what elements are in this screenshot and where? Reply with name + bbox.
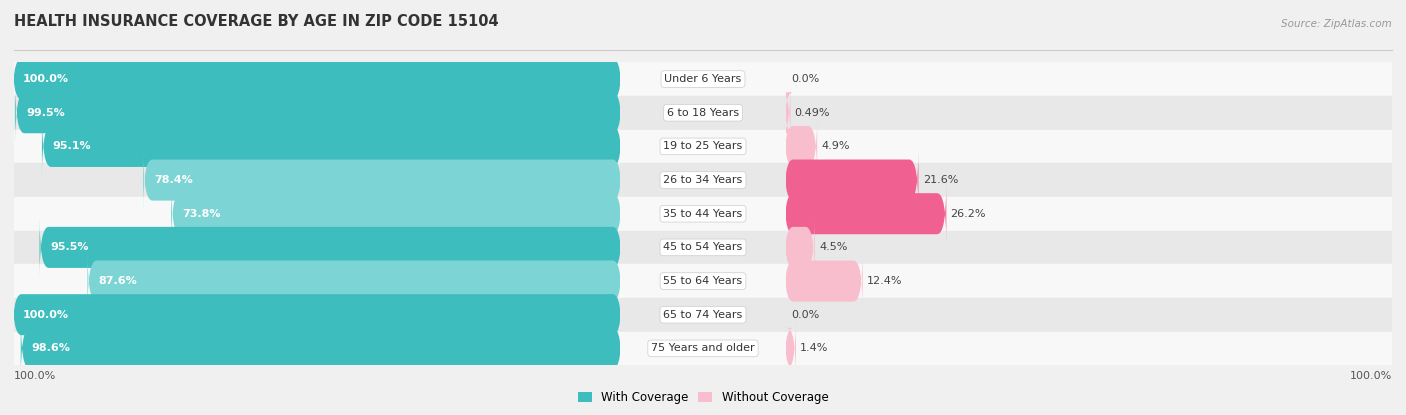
Text: 0.0%: 0.0% — [792, 74, 820, 84]
Text: 12.4%: 12.4% — [868, 276, 903, 286]
Bar — [620, 332, 786, 365]
Bar — [620, 264, 786, 298]
Text: 35 to 44 Years: 35 to 44 Years — [664, 209, 742, 219]
Text: 19 to 25 Years: 19 to 25 Years — [664, 142, 742, 151]
Text: 1.4%: 1.4% — [800, 343, 828, 353]
FancyBboxPatch shape — [21, 318, 621, 378]
Text: 21.6%: 21.6% — [922, 175, 957, 185]
Text: 100.0%: 100.0% — [22, 310, 69, 320]
Bar — [14, 231, 620, 264]
FancyBboxPatch shape — [785, 217, 814, 277]
Bar — [786, 129, 1392, 163]
FancyBboxPatch shape — [172, 184, 621, 244]
Text: 4.5%: 4.5% — [820, 242, 848, 252]
FancyBboxPatch shape — [87, 251, 621, 311]
Bar — [620, 129, 786, 163]
FancyBboxPatch shape — [143, 150, 621, 210]
Text: Under 6 Years: Under 6 Years — [665, 74, 741, 84]
FancyBboxPatch shape — [39, 217, 621, 277]
Bar — [620, 62, 786, 96]
Bar — [786, 197, 1392, 231]
FancyBboxPatch shape — [13, 49, 621, 109]
Text: 73.8%: 73.8% — [181, 209, 221, 219]
Bar — [14, 129, 620, 163]
FancyBboxPatch shape — [782, 83, 793, 143]
Text: 26.2%: 26.2% — [950, 209, 986, 219]
Bar — [786, 332, 1392, 365]
Bar — [786, 231, 1392, 264]
Text: 6 to 18 Years: 6 to 18 Years — [666, 108, 740, 118]
FancyBboxPatch shape — [13, 285, 621, 345]
FancyBboxPatch shape — [785, 150, 918, 210]
FancyBboxPatch shape — [785, 251, 863, 311]
Text: 26 to 34 Years: 26 to 34 Years — [664, 175, 742, 185]
Legend: With Coverage, Without Coverage: With Coverage, Without Coverage — [572, 387, 834, 409]
Text: 78.4%: 78.4% — [155, 175, 193, 185]
Text: 87.6%: 87.6% — [98, 276, 136, 286]
Text: 0.49%: 0.49% — [794, 108, 830, 118]
FancyBboxPatch shape — [785, 184, 946, 244]
Bar — [786, 62, 1392, 96]
Text: 0.0%: 0.0% — [792, 310, 820, 320]
Text: 65 to 74 Years: 65 to 74 Years — [664, 310, 742, 320]
Text: 95.1%: 95.1% — [53, 142, 91, 151]
Bar — [620, 163, 786, 197]
Text: HEALTH INSURANCE COVERAGE BY AGE IN ZIP CODE 15104: HEALTH INSURANCE COVERAGE BY AGE IN ZIP … — [14, 14, 499, 29]
Bar — [620, 298, 786, 332]
Bar — [14, 264, 620, 298]
Bar — [786, 96, 1392, 129]
Text: 4.9%: 4.9% — [821, 142, 851, 151]
Text: Source: ZipAtlas.com: Source: ZipAtlas.com — [1281, 19, 1392, 29]
Text: 98.6%: 98.6% — [32, 343, 70, 353]
FancyBboxPatch shape — [785, 318, 796, 378]
Text: 100.0%: 100.0% — [14, 371, 56, 381]
Bar — [14, 96, 620, 129]
FancyBboxPatch shape — [15, 83, 621, 143]
Bar — [620, 96, 786, 129]
Text: 99.5%: 99.5% — [27, 108, 65, 118]
Bar — [14, 332, 620, 365]
Text: 100.0%: 100.0% — [22, 74, 69, 84]
FancyBboxPatch shape — [42, 117, 621, 176]
Bar — [14, 62, 620, 96]
Text: 55 to 64 Years: 55 to 64 Years — [664, 276, 742, 286]
Bar — [786, 264, 1392, 298]
Text: 45 to 54 Years: 45 to 54 Years — [664, 242, 742, 252]
FancyBboxPatch shape — [785, 117, 817, 176]
Bar — [14, 197, 620, 231]
Bar — [14, 298, 620, 332]
Bar — [786, 298, 1392, 332]
Bar — [620, 197, 786, 231]
Bar — [620, 231, 786, 264]
Text: 95.5%: 95.5% — [51, 242, 89, 252]
Bar — [786, 163, 1392, 197]
Bar — [14, 163, 620, 197]
Text: 75 Years and older: 75 Years and older — [651, 343, 755, 353]
Text: 100.0%: 100.0% — [1350, 371, 1392, 381]
